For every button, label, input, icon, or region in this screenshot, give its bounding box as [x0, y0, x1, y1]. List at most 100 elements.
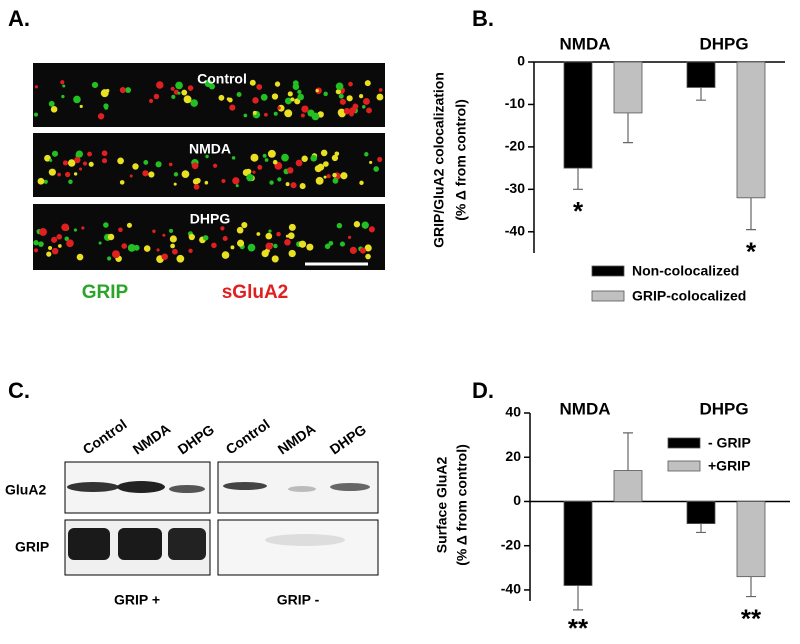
punctum [267, 149, 276, 158]
punctum [294, 98, 301, 105]
punctum [241, 221, 248, 229]
punctum [323, 175, 327, 179]
punctum [323, 91, 328, 97]
punctum [126, 222, 132, 228]
punctum [101, 158, 108, 164]
punctum [51, 150, 59, 157]
bar [736, 501, 766, 578]
punctum [295, 159, 303, 167]
y-tick-label: 0 [513, 492, 521, 508]
y-tick-label: -30 [505, 180, 525, 196]
punctum [364, 244, 372, 252]
punctum [252, 110, 257, 115]
punctum [265, 242, 273, 250]
punctum [247, 243, 256, 252]
punctum [250, 153, 259, 162]
error-bar [573, 585, 583, 611]
punctum [162, 233, 166, 237]
punctum [269, 180, 274, 185]
bar [613, 61, 643, 114]
panel-label: A. [8, 6, 30, 31]
category-label: NMDA [560, 399, 611, 418]
punctum [181, 89, 188, 96]
punctum [246, 173, 254, 182]
punctum [290, 182, 297, 189]
punctum [73, 172, 78, 176]
punctum [79, 104, 83, 109]
punctum [284, 109, 293, 118]
punctum [337, 108, 346, 117]
punctum [58, 244, 62, 248]
punctum [88, 161, 94, 167]
punctum [314, 165, 322, 173]
lane-label: NMDA [275, 420, 319, 457]
row-label: GRIP [15, 539, 49, 555]
panel-label: C. [8, 378, 30, 403]
punctum [61, 94, 65, 99]
punctum [301, 155, 308, 162]
punctum [276, 231, 281, 237]
punctum [38, 241, 44, 247]
punctum [48, 246, 53, 251]
punctum [191, 162, 199, 170]
punctum [46, 251, 52, 257]
error-bar [696, 523, 706, 534]
panel-label: B. [472, 6, 494, 31]
punctum [361, 221, 369, 229]
punctum [156, 248, 160, 252]
punctum [376, 93, 384, 101]
punctum [133, 244, 140, 251]
punctum [173, 182, 177, 186]
punctum [143, 159, 149, 165]
error-bar [623, 112, 633, 144]
punctum [212, 163, 218, 168]
punctum [310, 154, 318, 162]
punctum [50, 236, 58, 243]
punctum [364, 153, 368, 157]
punctum [61, 223, 70, 232]
punctum [263, 112, 268, 117]
punctum [78, 167, 83, 171]
punctum [262, 153, 267, 158]
punctum [43, 179, 48, 184]
punctum [119, 86, 126, 94]
punctum [265, 232, 273, 240]
punctum [231, 156, 236, 160]
punctum [378, 88, 383, 92]
punctum [256, 232, 261, 236]
punctum [34, 248, 39, 253]
group-label: GRIP + [114, 592, 160, 608]
punctum [324, 243, 331, 250]
punctum [338, 93, 344, 99]
punctum [369, 160, 373, 165]
punctum [260, 93, 268, 101]
punctum [300, 113, 305, 118]
punctum [188, 233, 195, 241]
punctum [68, 179, 73, 185]
punctum [320, 149, 328, 157]
punctum [48, 100, 55, 107]
bar [686, 61, 716, 88]
punctum [311, 112, 320, 121]
punctum [297, 93, 304, 101]
punctum [277, 106, 281, 110]
punctum [64, 171, 71, 178]
punctum [62, 160, 69, 166]
punctum [281, 153, 289, 162]
punctum [118, 227, 123, 233]
punctum [62, 84, 66, 88]
punctum [288, 249, 296, 258]
strip [33, 204, 385, 270]
punctum [287, 232, 295, 240]
punctum [117, 157, 124, 165]
punctum [292, 83, 300, 90]
band [117, 481, 165, 493]
punctum [332, 172, 337, 178]
punctum [274, 81, 281, 87]
error-bar [623, 432, 633, 471]
punctum [188, 248, 193, 253]
punctum [183, 95, 192, 104]
band [288, 486, 316, 492]
punctum [332, 177, 339, 184]
punctum [172, 248, 178, 255]
